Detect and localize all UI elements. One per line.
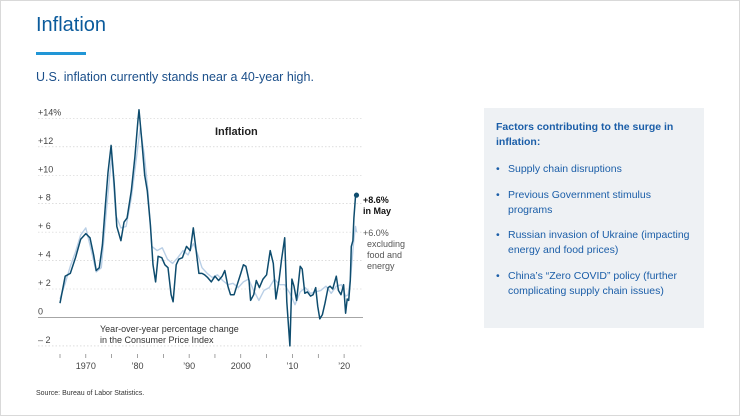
- x-tick-label: ’20: [338, 361, 350, 371]
- headline-value-sublabel: in May: [363, 206, 391, 216]
- title-underline: [36, 52, 86, 55]
- headline-cpi-line: [59, 109, 358, 347]
- y-tick-label: +10: [38, 164, 53, 174]
- panel-title: Factors contributing to the surge in inf…: [496, 121, 674, 149]
- core-value-sublabel: energy: [367, 261, 395, 271]
- ylabel-note: in the Consumer Price Index: [100, 335, 214, 345]
- x-tick-label: 1970: [76, 361, 96, 371]
- y-tick-label: – 2: [38, 335, 51, 345]
- chart-title: Inflation: [215, 126, 258, 138]
- core-value-sublabel: food and: [367, 250, 402, 260]
- y-tick-label: +14%: [38, 107, 61, 117]
- core-value-label: +6.0%: [363, 228, 389, 238]
- core-value-sublabel: excluding: [367, 239, 405, 249]
- factor-item: Previous Government stimulus programs: [496, 188, 690, 218]
- y-tick-label: + 6: [38, 221, 51, 231]
- y-tick-label: +12: [38, 136, 53, 146]
- x-tick-label: ’80: [131, 361, 143, 371]
- factors-list: Supply chain disruptions Previous Govern…: [496, 162, 690, 299]
- x-tick-label: ’90: [183, 361, 195, 371]
- slide-subtitle: U.S. inflation currently stands near a 4…: [36, 70, 314, 84]
- y-tick-label: + 4: [38, 250, 51, 260]
- factor-item: Russian invasion of Ukraine (impacting e…: [496, 228, 690, 258]
- y-tick-label: + 2: [38, 278, 51, 288]
- inflation-line-chart: – 2 0 + 2 + 4 + 6 + 8 +10 +12 +14% 1970 ’80 ’90 2000…: [38, 107, 405, 371]
- source-note: Source: Bureau of Labor Statistics.: [36, 390, 145, 397]
- factor-item: China’s “Zero COVID” policy (further com…: [496, 269, 690, 299]
- factors-panel: Factors contributing to the surge in inf…: [484, 108, 704, 328]
- factor-item: Supply chain disruptions: [496, 162, 690, 177]
- y-tick-label: 0: [38, 306, 43, 316]
- x-tick-label: ’10: [286, 361, 298, 371]
- ylabel-note: Year-over-year percentage change: [100, 324, 239, 334]
- headline-end-point: [353, 192, 360, 198]
- slide-title: Inflation: [36, 14, 107, 36]
- headline-value-label: +8.6%: [363, 195, 389, 205]
- x-tick-label: 2000: [231, 361, 251, 371]
- y-tick-label: + 8: [38, 193, 51, 203]
